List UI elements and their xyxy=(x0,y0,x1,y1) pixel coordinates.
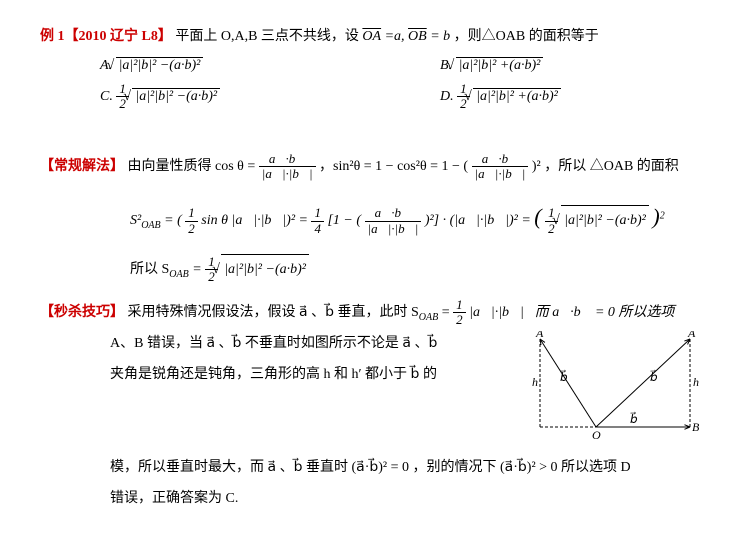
method1-frac2: a⃗·b⃗ |a⃗|·|b⃗| xyxy=(472,152,529,182)
method2-line5: 错误，正确答案为 C. xyxy=(110,486,700,511)
f-lhs: S² xyxy=(130,213,141,228)
method2-label: 【秒杀技巧】 xyxy=(40,305,124,320)
svg-text:B: B xyxy=(692,420,700,434)
f-sub: OAB xyxy=(141,220,160,231)
f-rparen: ) xyxy=(652,204,659,229)
f-quarter: 1 4 xyxy=(311,206,324,236)
c-sub: OAB xyxy=(169,269,188,280)
f-lparen: ( xyxy=(534,204,541,229)
m2-half: 1 2 xyxy=(453,298,466,328)
c-eq: = xyxy=(192,262,205,277)
f-sq: 2 xyxy=(660,211,665,222)
title-text: 平面上 O,A,B 三点不共线，设 xyxy=(175,29,362,44)
vec-OB: OB xyxy=(408,29,427,44)
m2-l1b: = xyxy=(442,305,453,320)
formula-s-squared: S²OAB = ( 1 2 sin θ |a⃗|·|b⃗|)² = 1 4 [1… xyxy=(130,193,700,241)
svg-text:h: h xyxy=(693,375,699,389)
option-B: B. |a|²|b|² +(a·b)² xyxy=(440,57,700,74)
option-row-1: A. |a|²|b|² −(a·b)² B. |a|²|b|² +(a·b)² xyxy=(100,57,700,74)
svg-text:h′: h′ xyxy=(532,375,541,389)
method1: 【常规解法】 由向量性质得 cos θ = a⃗·b⃗ |a⃗|·|b⃗| ，s… xyxy=(40,152,700,182)
vector-diagram: A A B Oh′ h b⃗ b⃗ b⃗ xyxy=(510,331,700,441)
svg-text:O: O xyxy=(592,428,601,441)
svg-text:b⃗: b⃗ xyxy=(560,369,568,384)
title-tail: ，则△OAB 的面积等于 xyxy=(454,29,599,44)
f-frac3: a⃗·b⃗ |a⃗|·|b⃗| xyxy=(365,206,422,236)
m2-l1c: |a⃗|·|b⃗|，而 a⃗·b⃗ = 0 所以选项 xyxy=(469,305,674,320)
option-row-2: C. 1 2 |a|²|b|² −(a·b)² D. 1 2 |a|²|b|² … xyxy=(100,82,700,112)
opt-A-sqrt: |a|²|b|² −(a·b)² xyxy=(116,57,204,74)
f-eq1: = ( xyxy=(164,213,182,228)
opt-D-prefix: D. xyxy=(440,89,457,104)
problem-title: 例 1【2010 辽宁 L8】 平面上 O,A,B 三点不共线，设 OA =a,… xyxy=(40,24,700,49)
vec-OA: OA xyxy=(362,29,381,44)
m2-sub: OAB xyxy=(419,311,438,322)
f-body1: sin θ |a⃗|·|b⃗|)² = xyxy=(201,213,311,228)
option-C: C. 1 2 |a|²|b|² −(a·b)² xyxy=(100,82,440,112)
option-A: A. |a|²|b|² −(a·b)² xyxy=(100,57,440,74)
method1-frac1: a⃗·b⃗ |a⃗|·|b⃗| xyxy=(259,152,316,182)
opt-C-sqrt: |a|²|b|² −(a·b)² xyxy=(132,88,220,105)
method1-mid: ，sin²θ = 1 − cos²θ = 1 − ( xyxy=(319,159,468,174)
opt-B-sqrt: |a|²|b|² +(a·b)² xyxy=(456,57,544,74)
method1-label: 【常规解法】 xyxy=(40,159,124,174)
opt-D-sqrt: |a|²|b|² +(a·b)² xyxy=(473,88,561,105)
eq1: =a, xyxy=(385,29,408,44)
svg-text:b⃗: b⃗ xyxy=(650,369,658,384)
method1-tail: )² ，所以 △OAB 的面积 xyxy=(532,159,679,174)
svg-text:A: A xyxy=(535,331,544,340)
f-half1: 1 2 xyxy=(185,206,198,236)
svg-text:A: A xyxy=(687,331,696,340)
example-label: 例 1【2010 辽宁 L8】 xyxy=(40,29,172,44)
f-body3: )²] · (|a⃗|·|b⃗|)² = xyxy=(425,213,534,228)
c-lead: 所以 S xyxy=(130,262,169,277)
f-sqrt: |a|²|b|² −(a·b)² xyxy=(561,205,649,237)
c-sqrt: |a|²|b|² −(a·b)² xyxy=(221,254,309,286)
conclusion: 所以 SOAB = 1 2 |a|²|b|² −(a·b)² xyxy=(130,254,700,286)
f-body2: [1 − ( xyxy=(327,213,361,228)
method1-lead: 由向量性质得 cos θ = xyxy=(128,159,259,174)
eq2: = b xyxy=(430,29,450,44)
opt-C-prefix: C. xyxy=(100,89,116,104)
method2-line1: 【秒杀技巧】 采用特殊情况假设法，假设 a⃗ 、b⃗ 垂直，此时 SOAB = … xyxy=(40,298,700,328)
method2-line4: 模，所以垂直时最大，而 a⃗ 、b⃗ 垂直时 (a⃗·b⃗)² = 0 ，别的情… xyxy=(110,455,700,480)
svg-text:b⃗: b⃗ xyxy=(630,411,638,426)
option-D: D. 1 2 |a|²|b|² +(a·b)² xyxy=(440,82,700,112)
m2-l1a: 采用特殊情况假设法，假设 a⃗ 、b⃗ 垂直，此时 S xyxy=(128,305,419,320)
